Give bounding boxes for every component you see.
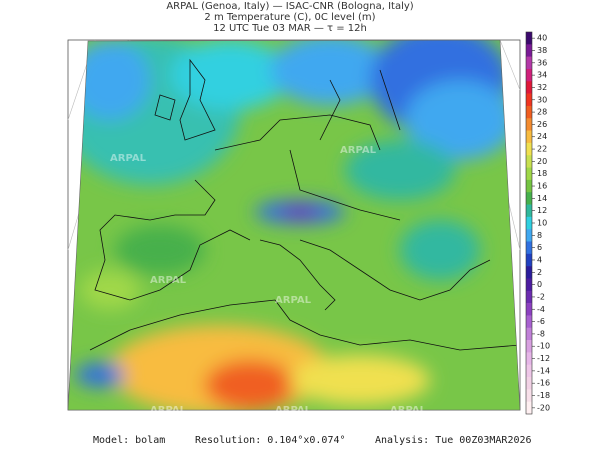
- colorbar-label: -4: [537, 305, 545, 314]
- colorbar: 4038363432302826242220181614121086420-2-…: [525, 31, 550, 415]
- colorbar-label: 28: [537, 108, 547, 117]
- colorbar-cell: [526, 315, 532, 329]
- colorbar-label: 2: [537, 268, 542, 277]
- header-line: ARPAL (Genoa, Italy) — ISAC-CNR (Bologna…: [166, 1, 413, 12]
- colorbar-label: 40: [537, 34, 547, 43]
- colorbar-label: 12: [537, 206, 547, 215]
- colorbar-cell: [526, 340, 532, 353]
- colorbar-cell: [526, 32, 532, 45]
- colorbar-label: 20: [537, 157, 547, 166]
- colorbar-cell: [526, 278, 532, 292]
- colorbar-cell: [526, 130, 532, 144]
- colorbar-cell: [526, 253, 532, 267]
- colorbar-cell: [526, 44, 532, 57]
- colorbar-cell: [526, 290, 532, 304]
- watermark: ARPAL: [340, 145, 377, 156]
- colorbar-cell: [526, 389, 532, 402]
- colorbar-cell: [526, 155, 532, 168]
- colorbar-label: 34: [537, 71, 547, 80]
- colorbar-label: -10: [537, 342, 550, 351]
- colorbar-label: -20: [537, 403, 550, 412]
- footer-analysis: Analysis: Tue 00Z03MAR2026: [375, 435, 532, 446]
- watermark: ARPAL: [275, 405, 312, 416]
- colorbar-cell: [526, 93, 532, 107]
- colorbar-cell: [526, 216, 532, 230]
- colorbar-cell: [526, 377, 532, 390]
- colorbar-cell: [526, 327, 532, 341]
- colorbar-label: 32: [537, 83, 547, 92]
- colorbar-cell: [526, 229, 532, 242]
- colorbar-frame: [525, 31, 533, 415]
- colorbar-label: 24: [537, 132, 547, 141]
- colorbar-label: -12: [537, 354, 550, 363]
- watermark: ARPAL: [275, 295, 312, 306]
- colorbar-label: 6: [537, 243, 542, 252]
- colorbar-label: 0: [537, 280, 542, 289]
- watermark: ARPAL: [390, 405, 427, 416]
- colorbar-cell: [526, 167, 532, 181]
- colorbar-label: 18: [537, 169, 547, 178]
- colorbar-label: 26: [537, 120, 547, 129]
- colorbar-cell: [526, 56, 532, 70]
- colorbar-label: 38: [537, 46, 547, 55]
- colorbar-cell: [526, 118, 532, 131]
- watermark: ARPAL: [110, 153, 147, 164]
- colorbar-cell: [526, 364, 532, 378]
- colorbar-cell: [526, 105, 532, 119]
- colorbar-cell: [526, 192, 532, 205]
- map: ARPAL ARPAL ARPAL ARPAL ARPAL ARPAL ARPA…: [67, 39, 521, 416]
- colorbar-label: 4: [537, 255, 542, 264]
- watermark: ARPAL: [150, 275, 187, 286]
- colorbar-label: -2: [537, 292, 545, 301]
- colorbar-label: -6: [537, 317, 545, 326]
- colorbar-cell: [526, 204, 532, 218]
- colorbar-label: 16: [537, 182, 547, 191]
- colorbar-cell: [526, 266, 532, 279]
- footer-model: Model: bolam: [93, 435, 165, 446]
- colorbar-label: -8: [537, 329, 545, 338]
- colorbar-cell: [526, 68, 532, 82]
- header-line: 2 m Temperature (C), 0C level (m): [204, 12, 375, 23]
- colorbar-cell: [526, 142, 532, 156]
- footer-resolution: Resolution: 0.104°x0.074°: [195, 435, 346, 446]
- colorbar-label: -16: [537, 379, 550, 388]
- watermark: ARPAL: [150, 405, 187, 416]
- colorbar-label: 8: [537, 231, 542, 240]
- colorbar-cell: [526, 352, 532, 366]
- colorbar-label: 36: [537, 58, 547, 67]
- colorbar-label: -14: [537, 366, 550, 375]
- colorbar-cell: [526, 401, 532, 415]
- colorbar-label: 30: [537, 95, 547, 104]
- colorbar-label: 14: [537, 194, 547, 203]
- colorbar-cell: [526, 81, 532, 94]
- colorbar-label: 10: [537, 219, 547, 228]
- colorbar-label: -18: [537, 391, 550, 400]
- colorbar-cell: [526, 303, 532, 316]
- colorbar-cell: [526, 179, 532, 193]
- header-line: 12 UTC Tue 03 MAR — τ = 12h: [213, 23, 367, 34]
- colorbar-cell: [526, 241, 532, 255]
- colorbar-label: 22: [537, 145, 547, 154]
